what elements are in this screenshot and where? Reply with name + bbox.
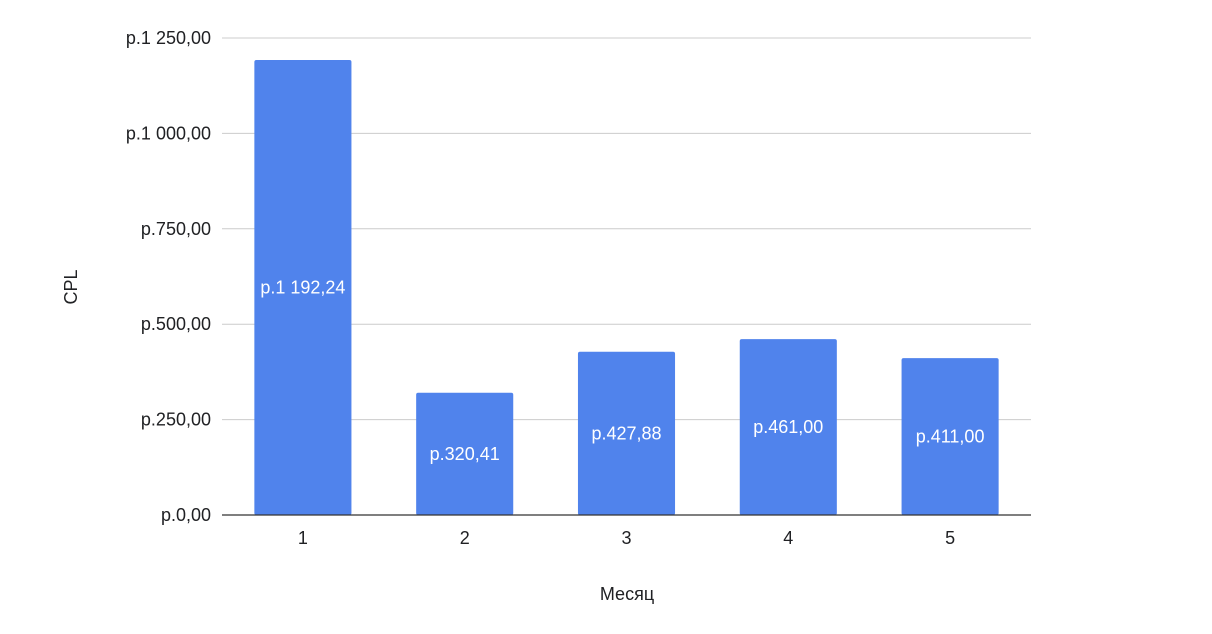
bar [577,351,676,515]
bar-data-label: р.427,88 [591,423,661,443]
y-axis-ticks: р.0,00 р.250,00 р.500,00 р.750,00 р.1 000,00… [126,28,211,525]
y-axis-title: CPL [61,269,81,304]
data-labels: р.1 192,24 р.320,41 р.427,88 р.461,00 р.411,… [260,278,984,464]
bar [901,358,999,515]
x-tick-label: 3 [621,528,631,548]
bar-data-label: р.1 192,24 [260,278,345,298]
x-tick-label: 5 [945,528,955,548]
y-tick-label: р.500,00 [141,314,211,334]
x-tick-label: 1 [298,528,308,548]
y-tick-label: р.1 000,00 [126,123,211,143]
x-axis-ticks: 1 2 3 4 5 [298,528,955,548]
bar [739,339,837,515]
x-tick-label: 4 [783,528,793,548]
y-tick-label: р.250,00 [141,410,211,430]
y-tick-label: р.750,00 [141,219,211,239]
x-tick-label: 2 [460,528,470,548]
y-tick-label: р.0,00 [161,505,211,525]
gridlines [222,37,1031,421]
bar-data-label: р.320,41 [430,444,500,464]
y-tick-label: р.1 250,00 [126,28,211,48]
bar [254,60,352,515]
x-axis-title: Месяц [600,584,654,604]
bar-data-label: р.411,00 [916,427,985,447]
bar [416,392,514,515]
bar-data-label: р.461,00 [753,417,823,437]
bars [254,60,999,515]
